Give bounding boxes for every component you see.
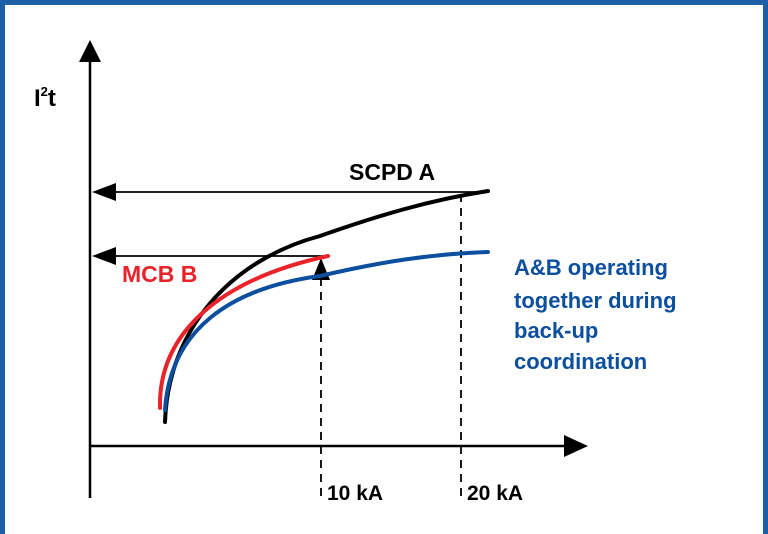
x-axis-arrowhead (564, 435, 588, 457)
x-tick-10ka: 10 kA (327, 482, 383, 505)
y-axis-arrowhead (79, 40, 101, 62)
combined-label-line-1: A&B operating (514, 255, 668, 280)
mcb-b-label: MCB B (122, 261, 197, 287)
mcb-b-level-arrowhead (92, 247, 116, 265)
scpd-a-level-arrowhead (92, 183, 116, 201)
x-tick-20ka: 20 kA (467, 482, 523, 505)
combined-curve (163, 250, 490, 412)
combined-label-line-2: together during (514, 288, 677, 313)
y-axis-label: I2t (34, 84, 56, 112)
scpd-a-curve (163, 189, 490, 424)
combined-label-line-3: back-up (514, 318, 598, 343)
combined-label-line-4: coordination (514, 349, 647, 374)
scpd-a-label: SCPD A (349, 159, 435, 185)
mcb-b-curve (157, 254, 330, 410)
